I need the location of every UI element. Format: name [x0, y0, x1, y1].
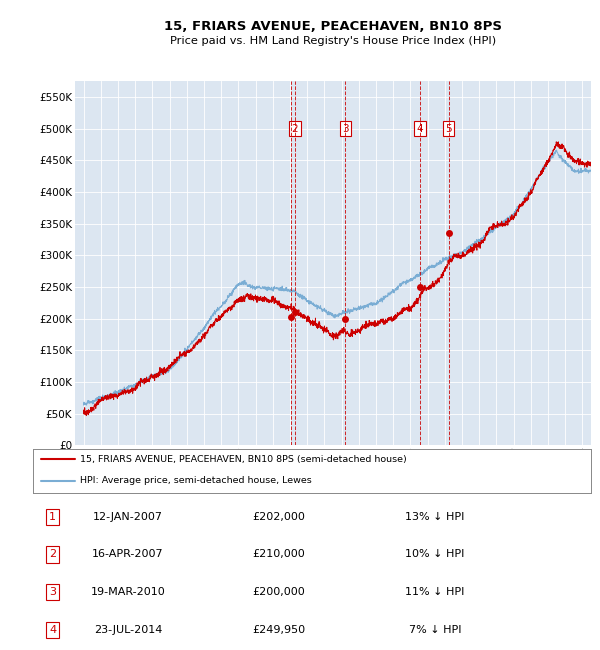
Text: Price paid vs. HM Land Registry's House Price Index (HPI): Price paid vs. HM Land Registry's House …: [170, 36, 496, 46]
Text: 12-JAN-2007: 12-JAN-2007: [93, 512, 163, 522]
Text: 2: 2: [49, 549, 56, 560]
Text: 23-JUL-2014: 23-JUL-2014: [94, 625, 162, 635]
Text: 3: 3: [49, 587, 56, 597]
Text: 11% ↓ HPI: 11% ↓ HPI: [405, 587, 464, 597]
Text: 4: 4: [416, 124, 423, 133]
Text: 2: 2: [292, 124, 298, 133]
Text: HPI: Average price, semi-detached house, Lewes: HPI: Average price, semi-detached house,…: [80, 476, 312, 486]
Text: 10% ↓ HPI: 10% ↓ HPI: [405, 549, 464, 560]
Text: 7% ↓ HPI: 7% ↓ HPI: [409, 625, 461, 635]
Text: 19-MAR-2010: 19-MAR-2010: [91, 587, 165, 597]
Text: 15, FRIARS AVENUE, PEACEHAVEN, BN10 8PS: 15, FRIARS AVENUE, PEACEHAVEN, BN10 8PS: [164, 20, 502, 32]
Text: 5: 5: [445, 124, 452, 133]
Text: £249,950: £249,950: [252, 625, 305, 635]
Text: 13% ↓ HPI: 13% ↓ HPI: [405, 512, 464, 522]
Text: £200,000: £200,000: [252, 587, 305, 597]
Text: £210,000: £210,000: [252, 549, 305, 560]
Text: 16-APR-2007: 16-APR-2007: [92, 549, 164, 560]
Text: 15, FRIARS AVENUE, PEACEHAVEN, BN10 8PS (semi-detached house): 15, FRIARS AVENUE, PEACEHAVEN, BN10 8PS …: [80, 454, 407, 463]
Text: £202,000: £202,000: [252, 512, 305, 522]
Text: 3: 3: [342, 124, 349, 133]
Text: 4: 4: [49, 625, 56, 635]
Text: 1: 1: [49, 512, 56, 522]
